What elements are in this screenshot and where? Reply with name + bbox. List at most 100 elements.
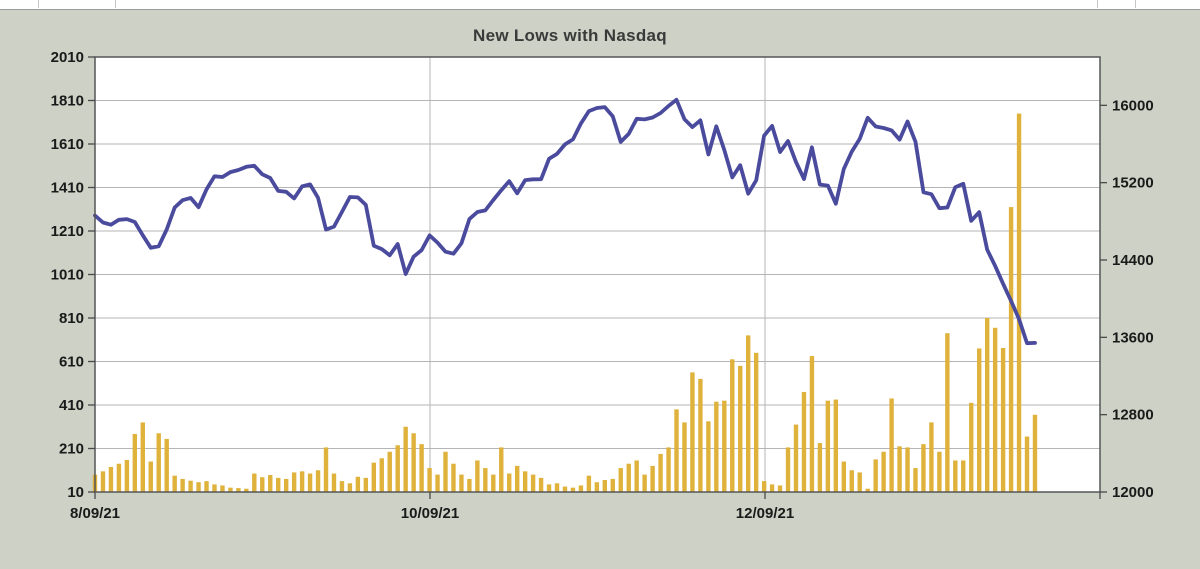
right-axis-tick-label: 12800 — [1112, 407, 1154, 424]
new-lows-bar — [546, 484, 552, 492]
new-lows-bar — [220, 485, 225, 492]
new-lows-bar — [921, 444, 926, 492]
new-lows-bar — [817, 443, 823, 492]
new-lows-bar — [172, 475, 177, 492]
new-lows-bar — [594, 482, 600, 492]
new-lows-bar — [738, 365, 743, 492]
new-lows-bar — [905, 447, 910, 492]
chart-title: New Lows with Nasdaq — [473, 26, 667, 45]
new-lows-bar — [865, 488, 870, 492]
left-axis-tick-label: 1010 — [51, 267, 84, 284]
new-lows-bar — [244, 488, 249, 492]
new-lows-bar — [674, 409, 679, 492]
new-lows-bar — [164, 438, 169, 492]
new-lows-bar — [849, 470, 854, 492]
new-lows-bar — [929, 422, 934, 492]
new-lows-bar — [753, 352, 759, 492]
new-lows-bar — [212, 484, 217, 492]
new-lows-bar — [785, 447, 791, 492]
new-lows-bar — [618, 468, 623, 492]
new-lows-bar — [714, 401, 719, 492]
new-lows-bar — [347, 483, 353, 492]
new-lows-bar — [761, 481, 767, 492]
new-lows-bar — [833, 399, 839, 492]
new-lows-bar — [809, 356, 815, 492]
left-axis-tick-label: 1610 — [51, 136, 84, 153]
right-axis-tick-label: 15200 — [1112, 175, 1154, 192]
new-lows-bar — [156, 433, 161, 492]
new-lows-bar — [483, 468, 488, 492]
new-lows-bar — [323, 447, 329, 492]
new-lows-bar — [538, 477, 544, 492]
new-lows-bar — [690, 372, 695, 492]
new-lows-bar — [777, 485, 783, 492]
left-axis-tick-label: 210 — [59, 441, 84, 458]
left-axis-tick-label: 610 — [59, 354, 84, 371]
left-axis-tick-label: 1410 — [51, 180, 84, 197]
new-lows-bar — [937, 451, 942, 492]
new-lows-bar — [443, 451, 448, 492]
new-lows-bar — [507, 473, 512, 492]
new-lows-bar — [276, 477, 281, 492]
new-lows-bar — [722, 400, 727, 492]
new-lows-bar — [499, 447, 504, 492]
new-lows-bar — [514, 465, 520, 492]
left-axis-tick-label: 1210 — [51, 223, 84, 240]
new-lows-bar — [769, 484, 775, 492]
new-lows-bar — [610, 478, 615, 492]
new-lows-bar — [953, 460, 958, 492]
new-lows-bar — [252, 473, 257, 492]
new-lows-bar — [698, 378, 703, 492]
new-lows-bar — [283, 478, 289, 492]
x-axis-tick-label: 10/09/21 — [401, 505, 459, 522]
new-lows-bar — [228, 487, 233, 492]
new-lows-bar — [984, 318, 990, 492]
new-lows-bar — [124, 460, 130, 492]
new-lows-bar — [730, 359, 735, 492]
new-lows-bar — [379, 458, 384, 492]
left-axis-tick-label: 810 — [59, 310, 84, 327]
new-lows-bar — [140, 422, 145, 492]
new-lows-bar — [435, 474, 440, 492]
cell-border-line — [115, 0, 116, 8]
new-lows-bar — [913, 468, 918, 492]
new-lows-bar — [108, 466, 114, 492]
cell-border-line — [1097, 0, 1098, 8]
new-lows-bar — [148, 461, 153, 492]
left-axis-tick-label: 2010 — [51, 49, 84, 66]
right-axis-tick-label: 16000 — [1112, 97, 1154, 114]
new-lows-bar — [180, 478, 185, 492]
new-lows-bar — [1016, 113, 1022, 493]
new-lows-bar — [395, 445, 400, 492]
new-lows-bar — [236, 488, 241, 492]
new-lows-bar — [100, 471, 106, 492]
left-axis-tick-label: 410 — [59, 397, 84, 414]
new-lows-bar — [204, 481, 209, 492]
nasdaq-line — [93, 97, 1037, 346]
new-lows-bar — [945, 333, 950, 492]
new-lows-bar — [682, 422, 687, 492]
new-lows-bar — [331, 473, 337, 492]
new-lows-bar — [411, 433, 416, 492]
new-lows-bar — [626, 463, 631, 492]
new-lows-bar — [554, 483, 560, 492]
new-lows-bar — [132, 433, 138, 492]
new-lows-bar — [522, 471, 528, 492]
new-lows-bar — [578, 485, 584, 492]
new-lows-bar — [467, 478, 472, 492]
new-lows-bar — [459, 474, 464, 492]
new-lows-bar — [387, 451, 392, 492]
new-lows-bar — [427, 468, 432, 492]
x-axis-tick-label: 8/09/21 — [70, 505, 120, 522]
new-lows-bar — [196, 482, 201, 492]
new-lows-bar — [857, 472, 862, 492]
new-lows-bar — [116, 463, 122, 492]
new-lows-bar — [315, 470, 321, 492]
new-lows-bar — [363, 477, 369, 492]
new-lows-bar — [746, 335, 751, 492]
new-lows-bar — [666, 447, 671, 492]
new-lows-bar — [793, 424, 799, 492]
new-lows-bar — [650, 465, 655, 492]
